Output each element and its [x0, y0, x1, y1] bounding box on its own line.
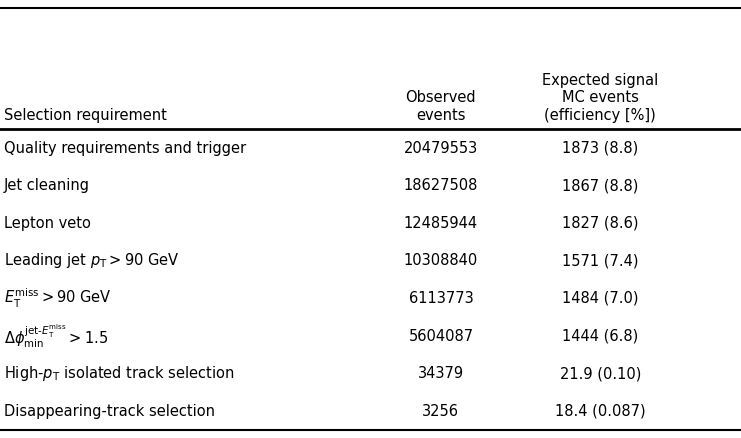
- Text: 34379: 34379: [418, 366, 464, 381]
- Text: 3256: 3256: [422, 404, 459, 419]
- Text: Leading jet $p_{\rm T} > 90$ GeV: Leading jet $p_{\rm T} > 90$ GeV: [4, 251, 179, 270]
- Text: Observed
events: Observed events: [405, 90, 476, 123]
- Text: Jet cleaning: Jet cleaning: [4, 178, 90, 193]
- Text: 1873 (8.8): 1873 (8.8): [562, 141, 638, 155]
- Text: 6113773: 6113773: [408, 291, 473, 306]
- Text: 5604087: 5604087: [408, 328, 473, 343]
- Text: $\Delta\phi_{\rm min}^{\rm jet\text{-}{\it E}_{\rm T}^{\rm miss}} > 1.5$: $\Delta\phi_{\rm min}^{\rm jet\text{-}{\…: [4, 322, 107, 350]
- Text: $E_{\rm T}^{\rm miss} > 90$ GeV: $E_{\rm T}^{\rm miss} > 90$ GeV: [4, 287, 111, 310]
- Text: 1827 (8.6): 1827 (8.6): [562, 216, 639, 231]
- Text: 21.9 (0.10): 21.9 (0.10): [559, 366, 641, 381]
- Text: 18627508: 18627508: [404, 178, 478, 193]
- Text: Quality requirements and trigger: Quality requirements and trigger: [4, 141, 246, 155]
- Text: 18.4 (0.087): 18.4 (0.087): [555, 404, 645, 419]
- Text: Lepton veto: Lepton veto: [4, 216, 90, 231]
- Text: 20479553: 20479553: [404, 141, 478, 155]
- Text: 12485944: 12485944: [404, 216, 478, 231]
- Text: 1444 (6.8): 1444 (6.8): [562, 328, 638, 343]
- Text: 1571 (7.4): 1571 (7.4): [562, 253, 639, 268]
- Text: 1484 (7.0): 1484 (7.0): [562, 291, 639, 306]
- Text: Expected signal
MC events
(efficiency [%]): Expected signal MC events (efficiency [%…: [542, 73, 658, 123]
- Text: High-$p_{\rm T}$ isolated track selection: High-$p_{\rm T}$ isolated track selectio…: [4, 364, 234, 383]
- Text: 1867 (8.8): 1867 (8.8): [562, 178, 639, 193]
- Text: Disappearing-track selection: Disappearing-track selection: [4, 404, 215, 419]
- Text: Selection requirement: Selection requirement: [4, 108, 167, 123]
- Text: 10308840: 10308840: [404, 253, 478, 268]
